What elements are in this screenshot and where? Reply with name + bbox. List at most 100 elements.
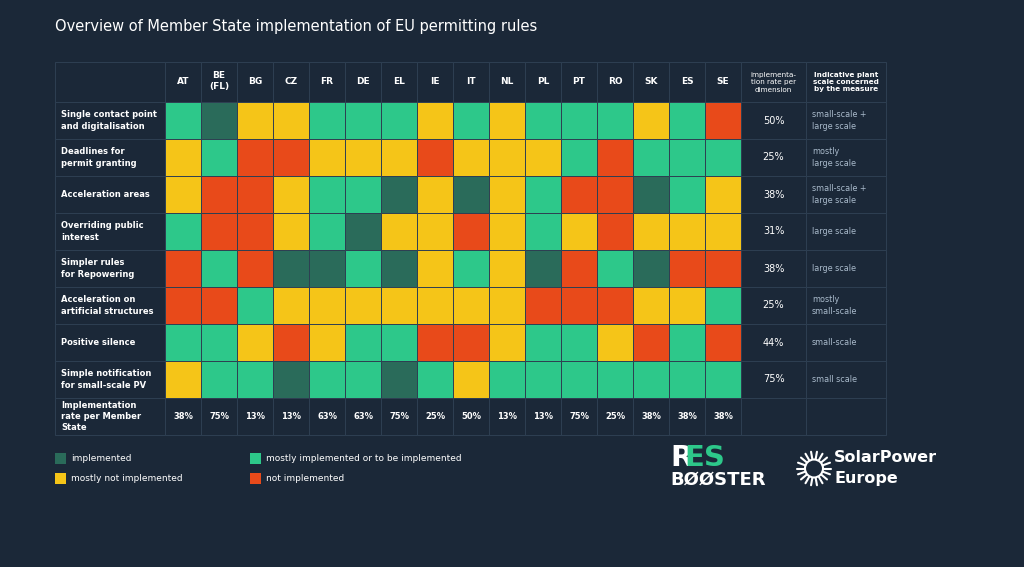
- Text: small-scale +
large scale: small-scale + large scale: [812, 111, 866, 130]
- Text: IE: IE: [430, 77, 439, 86]
- Text: mostly
small-scale: mostly small-scale: [812, 295, 857, 316]
- Text: implementa-
tion rate per
dimension: implementa- tion rate per dimension: [751, 71, 797, 92]
- Bar: [633, 324, 669, 361]
- Text: 38%: 38%: [677, 412, 697, 421]
- Bar: [453, 287, 489, 324]
- Bar: [741, 250, 806, 287]
- Bar: [453, 62, 489, 102]
- Text: large scale: large scale: [812, 264, 856, 273]
- Text: 38%: 38%: [763, 264, 784, 273]
- Bar: [381, 250, 417, 287]
- Bar: [345, 398, 381, 435]
- Bar: [705, 250, 741, 287]
- Bar: [489, 102, 525, 139]
- Bar: [561, 250, 597, 287]
- Text: mostly not implemented: mostly not implemented: [71, 474, 182, 483]
- Bar: [561, 324, 597, 361]
- Text: 25%: 25%: [763, 301, 784, 311]
- Bar: [417, 361, 453, 398]
- Bar: [489, 398, 525, 435]
- Bar: [237, 62, 273, 102]
- Bar: [273, 139, 309, 176]
- Bar: [309, 324, 345, 361]
- Bar: [165, 213, 201, 250]
- Text: IT: IT: [466, 77, 476, 86]
- Text: PT: PT: [572, 77, 586, 86]
- Text: 25%: 25%: [605, 412, 625, 421]
- Bar: [309, 213, 345, 250]
- Bar: [597, 398, 633, 435]
- Bar: [345, 139, 381, 176]
- Bar: [525, 361, 561, 398]
- Bar: [273, 398, 309, 435]
- Bar: [165, 361, 201, 398]
- Bar: [453, 324, 489, 361]
- Bar: [561, 102, 597, 139]
- Bar: [55, 62, 165, 102]
- Bar: [309, 250, 345, 287]
- Text: 50%: 50%: [461, 412, 481, 421]
- Bar: [741, 324, 806, 361]
- Text: mostly
large scale: mostly large scale: [812, 147, 856, 168]
- Bar: [417, 287, 453, 324]
- Bar: [597, 324, 633, 361]
- Bar: [633, 176, 669, 213]
- Bar: [381, 102, 417, 139]
- Bar: [273, 250, 309, 287]
- Bar: [806, 176, 886, 213]
- Text: RO: RO: [607, 77, 623, 86]
- Bar: [806, 287, 886, 324]
- Bar: [705, 139, 741, 176]
- Bar: [741, 361, 806, 398]
- Bar: [201, 102, 237, 139]
- Text: R: R: [670, 443, 692, 472]
- Text: 25%: 25%: [763, 153, 784, 163]
- Bar: [381, 287, 417, 324]
- Bar: [669, 139, 705, 176]
- Bar: [345, 287, 381, 324]
- Bar: [669, 398, 705, 435]
- Bar: [237, 324, 273, 361]
- Bar: [669, 361, 705, 398]
- Bar: [489, 361, 525, 398]
- Text: 38%: 38%: [173, 412, 193, 421]
- Bar: [741, 102, 806, 139]
- Bar: [669, 324, 705, 361]
- Text: Positive silence: Positive silence: [61, 338, 135, 347]
- Text: 75%: 75%: [569, 412, 589, 421]
- Bar: [489, 250, 525, 287]
- Text: DE: DE: [356, 77, 370, 86]
- Text: 63%: 63%: [353, 412, 373, 421]
- Bar: [453, 361, 489, 398]
- Bar: [453, 139, 489, 176]
- Bar: [669, 176, 705, 213]
- Bar: [806, 102, 886, 139]
- Bar: [806, 213, 886, 250]
- Text: Europe: Europe: [834, 471, 898, 486]
- Text: 44%: 44%: [763, 337, 784, 348]
- Bar: [597, 62, 633, 102]
- Bar: [669, 213, 705, 250]
- Bar: [525, 102, 561, 139]
- Bar: [806, 398, 886, 435]
- Bar: [345, 250, 381, 287]
- Bar: [201, 62, 237, 102]
- Bar: [525, 213, 561, 250]
- Bar: [417, 62, 453, 102]
- Bar: [345, 62, 381, 102]
- Bar: [489, 287, 525, 324]
- Bar: [705, 287, 741, 324]
- Text: Overriding public
interest: Overriding public interest: [61, 222, 143, 242]
- Bar: [489, 176, 525, 213]
- Bar: [345, 361, 381, 398]
- Bar: [417, 176, 453, 213]
- Text: 31%: 31%: [763, 226, 784, 236]
- Bar: [705, 62, 741, 102]
- Bar: [705, 102, 741, 139]
- Bar: [417, 213, 453, 250]
- Bar: [669, 62, 705, 102]
- Text: 38%: 38%: [763, 189, 784, 200]
- Bar: [597, 287, 633, 324]
- Bar: [237, 361, 273, 398]
- Text: 75%: 75%: [209, 412, 229, 421]
